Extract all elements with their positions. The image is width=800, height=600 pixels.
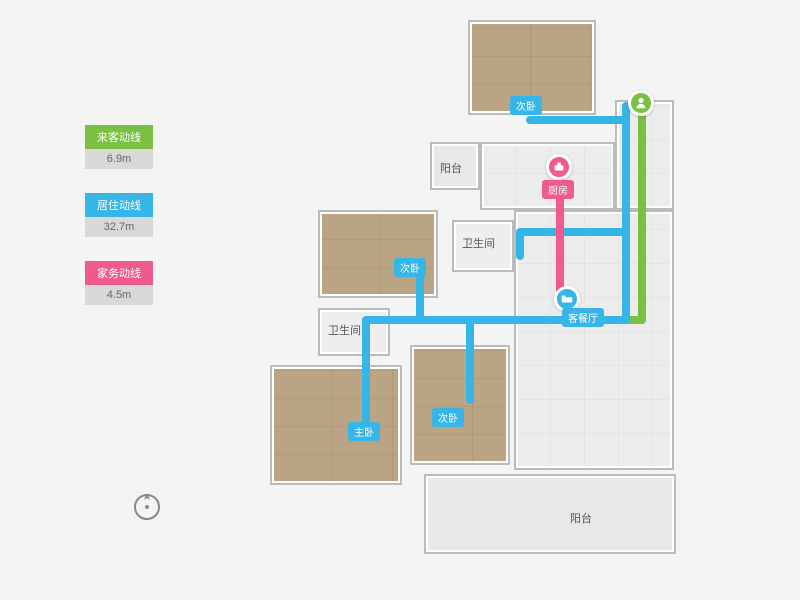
room-label: 阳台 [570,510,592,526]
room-label: 阳台 [440,160,462,176]
legend-label: 来客动线 [85,125,153,149]
entry-icon [628,90,654,116]
kitchen-icon [546,154,572,180]
legend-value: 4.5m [85,285,153,305]
room-bedroom_mid [318,210,438,298]
legend-item-chore: 家务动线 4.5m [85,261,153,305]
room-bedroom_master [270,365,402,485]
legend-value: 6.9m [85,149,153,169]
compass-icon [130,490,164,524]
path-tag-master: 主卧 [348,422,380,441]
path-tag-hall: 客餐厅 [562,308,604,327]
room-living_hall [514,210,674,470]
room-label: 卫生间 [328,322,361,338]
room-entry_strip [615,100,674,210]
room-balcony_big [424,474,676,554]
legend-value: 32.7m [85,217,153,237]
floorplan: 次卧阳台厨房卫生间次卧卫生间客餐厅主卧次卧阳台 厨房客餐厅主卧次卧次卧次卧 [270,20,690,560]
room-bedroom_bot [410,345,510,465]
path-tag-mid: 次卧 [394,258,426,277]
legend: 来客动线 6.9m 居住动线 32.7m 家务动线 4.5m [85,125,153,311]
legend-label: 家务动线 [85,261,153,285]
room-kitchen [480,142,615,210]
path-tag-top: 次卧 [510,96,542,115]
room-label: 卫生间 [462,235,495,251]
legend-item-living: 居住动线 32.7m [85,193,153,237]
path-tag-kitchen: 厨房 [542,180,574,199]
path-tag-bot: 次卧 [432,408,464,427]
legend-item-guest: 来客动线 6.9m [85,125,153,169]
legend-label: 居住动线 [85,193,153,217]
